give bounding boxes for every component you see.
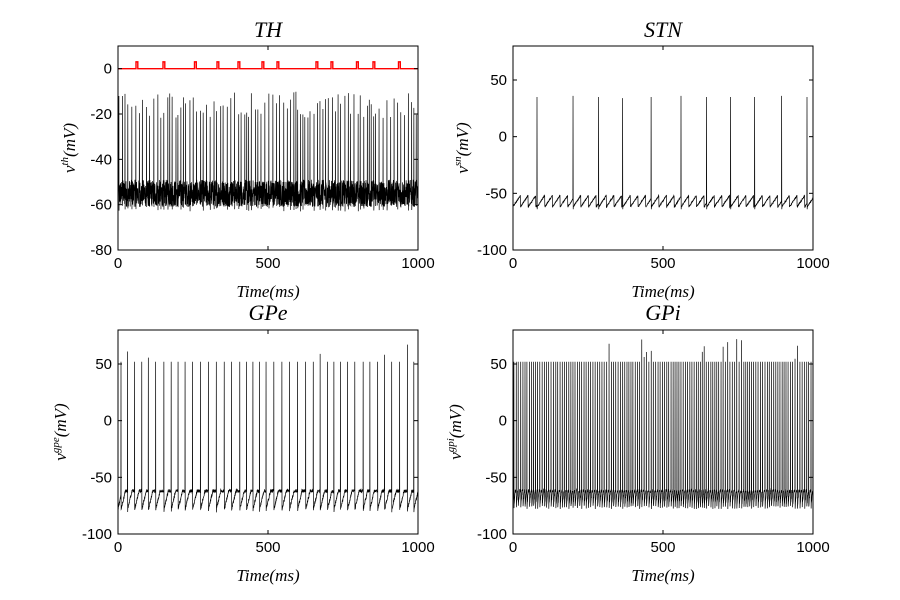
th-xtick-label-2: 1000 xyxy=(401,255,434,272)
stn-ytick-label-2: -50 xyxy=(485,185,507,202)
panel-stn-title: STN xyxy=(644,17,683,42)
panel-gpi-ylabel: vgpi(mV) xyxy=(445,404,465,460)
gpe-xtick-label-1: 500 xyxy=(255,539,280,556)
gpe-ytick-label-1: 0 xyxy=(104,413,112,430)
gpe-ytick-label-0: 50 xyxy=(95,356,112,373)
panel-th-ylabel: vth(mV) xyxy=(59,123,79,173)
panel-th-axes-box xyxy=(117,45,419,251)
panel-stn-xlabel: Time(ms) xyxy=(631,282,695,301)
stn-ytick-label-0: 50 xyxy=(490,72,507,89)
stn-ytick-label-1: 0 xyxy=(499,129,507,146)
panel-gpe-title: GPe xyxy=(248,300,287,325)
stn-xtick-label-1: 500 xyxy=(650,255,675,272)
stn-xtick-label-2: 1000 xyxy=(796,255,829,272)
gpi-xtick-label-0: 0 xyxy=(509,539,517,556)
panel-gpe-ylabel: vgpe(mV) xyxy=(50,403,70,461)
gpi-xtick-label-1: 500 xyxy=(650,539,675,556)
th-ytick-label-0: 0 xyxy=(104,61,112,78)
panel-gpe-xlabel: Time(ms) xyxy=(236,566,300,585)
th-stimulus-trace xyxy=(118,61,418,70)
gpe-ytick-label-2: -50 xyxy=(90,469,112,486)
gpi-voltage-trace xyxy=(512,339,814,510)
th-xtick-label-1: 500 xyxy=(255,255,280,272)
stn-voltage-trace xyxy=(512,95,814,214)
stn-xtick-label-0: 0 xyxy=(509,255,517,272)
gpe-xtick-label-2: 1000 xyxy=(401,539,434,556)
th-voltage-trace xyxy=(117,91,419,212)
panel-stn-axes-box xyxy=(512,45,814,251)
gpi-ytick-label-3: -100 xyxy=(477,526,507,543)
gpe-voltage-trace xyxy=(117,344,419,513)
th-ytick-label-1: -20 xyxy=(90,106,112,123)
panel-gpi-title: GPi xyxy=(645,300,680,325)
panel-stn-ylabel: vsn(mV) xyxy=(452,122,472,174)
panel-th-xlabel: Time(ms) xyxy=(236,282,300,301)
panel-gpe-axes-box xyxy=(117,329,419,535)
panel-th: TH 0 500 1000 0 -20 -40 -60 -80 Time(ms) vth(mV… xyxy=(59,17,435,301)
gpi-xtick-label-2: 1000 xyxy=(796,539,829,556)
gpe-xtick-label-0: 0 xyxy=(114,539,122,556)
th-ytick-label-3: -60 xyxy=(90,197,112,214)
th-ytick-label-2: -40 xyxy=(90,151,112,168)
gpi-ytick-label-0: 50 xyxy=(490,356,507,373)
gpe-ytick-label-3: -100 xyxy=(82,526,112,543)
th-ytick-label-4: -80 xyxy=(90,242,112,259)
gpi-ytick-label-1: 0 xyxy=(499,413,507,430)
stn-ytick-label-3: -100 xyxy=(477,242,507,259)
panel-th-title: TH xyxy=(254,17,283,42)
gpi-ytick-label-2: -50 xyxy=(485,469,507,486)
panel-gpi-xlabel: Time(ms) xyxy=(631,566,695,585)
th-xtick-label-0: 0 xyxy=(114,255,122,272)
